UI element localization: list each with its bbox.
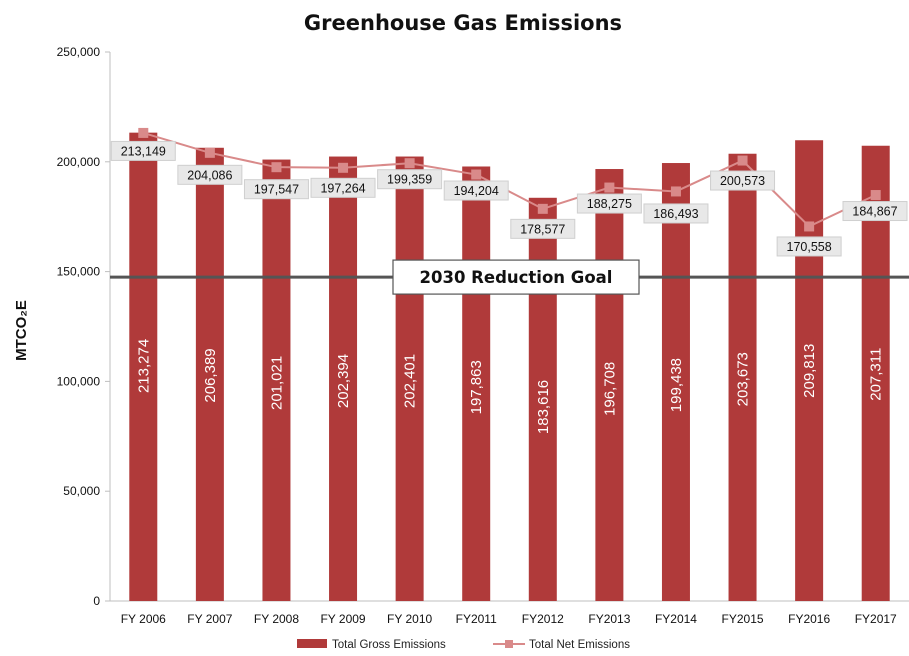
net-emissions-point	[138, 127, 149, 138]
net-emissions-label: 194,204	[454, 184, 499, 198]
net-emissions-label-box	[776, 236, 842, 257]
net-emissions-label: 197,547	[254, 183, 299, 197]
net-emissions-label-box	[710, 170, 776, 191]
y-tick-label: 250,000	[57, 45, 101, 59]
x-tick-label: FY 2008	[254, 612, 299, 626]
gross-emissions-label: 183,616	[535, 380, 552, 434]
y-tick-label: 50,000	[63, 484, 100, 498]
gross-emissions-label: 206,389	[202, 348, 219, 402]
x-tick-label: FY 2009	[320, 612, 365, 626]
net-emissions-point	[870, 190, 881, 201]
x-tick-label: FY 2007	[187, 612, 232, 626]
bars-group	[129, 132, 890, 602]
x-tick-label: FY2013	[588, 612, 630, 626]
net-emissions-label-box	[377, 169, 443, 190]
x-tick-label: FY2015	[722, 612, 764, 626]
gross-emissions-label: 202,401	[402, 354, 419, 408]
net-emissions-label: 186,493	[653, 207, 698, 221]
net-emissions-label: 204,086	[187, 168, 232, 182]
y-axis-label: MTCO₂E	[13, 300, 30, 361]
net-emissions-label: 170,558	[787, 240, 832, 254]
net-emissions-label-box	[643, 203, 709, 224]
net-emissions-label-box	[310, 177, 376, 198]
net-emissions-point	[271, 162, 282, 173]
gross-emissions-bar	[462, 166, 491, 601]
y-tick-label: 0	[93, 594, 100, 608]
gross-emissions-label: 196,708	[601, 362, 618, 416]
gross-emissions-label: 201,021	[268, 356, 285, 410]
net-emissions-point	[604, 182, 615, 193]
net-emissions-label: 178,577	[520, 222, 565, 236]
net-emissions-line-group: 213,149 204,086 197,547 197,264 199,359 194,2…	[110, 127, 908, 257]
net-emissions-label-box	[842, 201, 908, 222]
gross-emissions-bar	[661, 163, 690, 601]
gross-emissions-bar	[329, 156, 358, 601]
net-emissions-point	[204, 147, 215, 158]
legend-swatch-gross	[297, 639, 327, 648]
net-emissions-point	[471, 169, 482, 180]
net-emissions-label: 213,149	[121, 144, 166, 158]
reduction-goal-label: 2030 Reduction Goal	[420, 268, 613, 287]
net-emissions-label-box	[243, 179, 309, 200]
gross-emissions-label: 213,274	[135, 339, 152, 393]
net-emissions-label: 188,275	[587, 197, 632, 211]
x-tick-label: FY2011	[456, 612, 497, 626]
gross-emissions-bar	[595, 169, 624, 601]
x-tick-label: FY 2006	[121, 612, 166, 626]
reduction-goal-group: 213,274 206,389 201,021 202,394 202,401 197,8…	[110, 259, 909, 434]
net-emissions-point	[404, 158, 415, 169]
gross-emissions-bar	[262, 159, 291, 602]
reduction-goal-box	[392, 259, 640, 295]
gross-emissions-bar	[195, 147, 224, 601]
gross-emissions-label: 207,311	[868, 348, 885, 401]
x-tick-label: FY2017	[855, 612, 897, 626]
y-tick-label: 150,000	[57, 265, 101, 279]
axes: 0 50,000 100,000 150,000 200,000 250,000 MTCO₂…	[13, 45, 909, 626]
y-tick-label: 200,000	[57, 155, 101, 169]
chart-title: Greenhouse Gas Emissions	[304, 11, 622, 35]
net-emissions-label-box	[443, 180, 509, 201]
x-tick-label: FY2014	[655, 612, 697, 626]
net-emissions-point	[670, 186, 681, 197]
net-emissions-point	[737, 155, 748, 166]
gross-emissions-bar	[129, 132, 158, 601]
x-tick-label: FY2016	[788, 612, 830, 626]
gross-emissions-label: 199,438	[668, 358, 685, 412]
gross-emissions-label: 202,394	[335, 354, 352, 408]
net-emissions-label-box	[110, 140, 176, 161]
net-emissions-point	[537, 203, 548, 214]
gross-emissions-label: 209,813	[801, 344, 818, 398]
net-emissions-label: 199,359	[387, 173, 432, 187]
net-emissions-label: 184,867	[852, 205, 897, 219]
net-emissions-point	[338, 162, 349, 173]
x-tick-label: FY2012	[522, 612, 564, 626]
net-emissions-point	[804, 221, 815, 232]
net-emissions-label-box	[177, 164, 243, 185]
gross-emissions-bar	[395, 156, 424, 601]
legend-label-net: Total Net Emissions	[529, 639, 630, 651]
x-tick-label: FY 2010	[387, 612, 432, 626]
net-emissions-label: 197,264	[320, 181, 365, 195]
legend: Total Gross Emissions Total Net Emissions	[297, 639, 630, 651]
y-tick-label: 100,000	[57, 374, 101, 388]
net-emissions-label-box	[576, 193, 642, 214]
gross-emissions-label: 203,673	[735, 352, 752, 406]
legend-label-gross: Total Gross Emissions	[332, 639, 446, 651]
legend-marker-net	[505, 640, 513, 648]
net-emissions-label-box	[510, 218, 576, 239]
net-emissions-label: 200,573	[720, 174, 765, 188]
gross-emissions-bar	[861, 145, 890, 601]
gross-emissions-bar	[728, 153, 757, 602]
gross-emissions-label: 197,863	[468, 360, 485, 414]
